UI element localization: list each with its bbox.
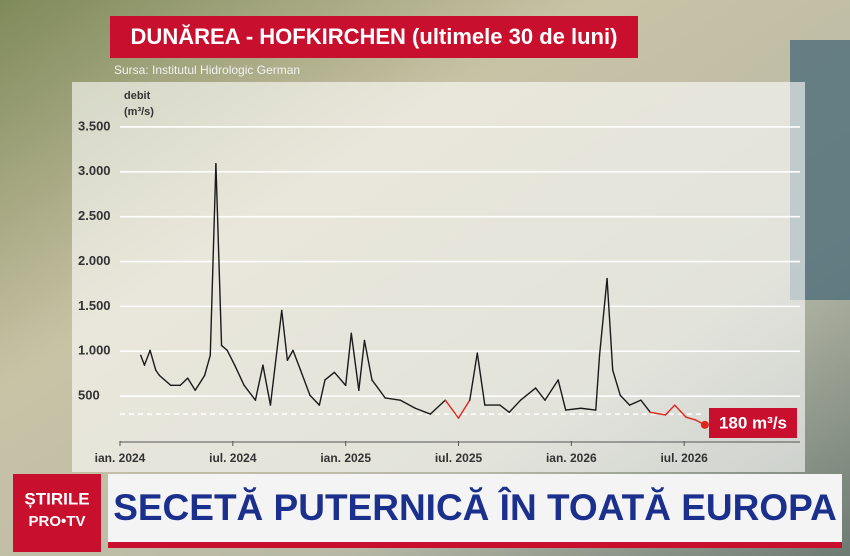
x-tick-label: ian. 2026	[546, 451, 597, 465]
line-segment	[186, 377, 196, 391]
line-segment	[399, 399, 416, 409]
line-segment	[544, 379, 559, 401]
line-segment	[564, 407, 582, 411]
line-segment	[640, 399, 652, 413]
line-segment	[149, 349, 157, 371]
line-segment	[350, 332, 360, 391]
y-unit: (m³/s)	[124, 106, 154, 118]
line-segment	[234, 364, 245, 387]
y-label: debit	[124, 90, 151, 102]
line-segment	[664, 404, 676, 416]
annotation: 180 m³/s	[719, 413, 787, 432]
line-segment	[299, 369, 311, 396]
y-tick-label: 2.000	[78, 253, 111, 268]
line-segment	[595, 354, 601, 411]
line-segment	[243, 384, 257, 401]
logo-top: ȘTIRILE	[24, 489, 89, 508]
logo-box	[13, 474, 101, 552]
y-tick-label: 1.500	[78, 298, 111, 313]
line-segment	[384, 397, 401, 401]
y-tick-label: 1.000	[78, 343, 111, 358]
line-segment	[286, 349, 294, 361]
line-segment	[269, 309, 283, 406]
headline: SECETĂ PUTERNICĂ ÎN TOATĂ EUROPA	[113, 486, 837, 528]
line-segment	[469, 352, 479, 401]
source: Sursa: Institutul Hidrologic German	[114, 63, 300, 77]
y-tick-label: 500	[78, 388, 100, 403]
line-segment	[215, 162, 223, 347]
line-segment	[598, 277, 608, 356]
headline-band	[108, 474, 842, 542]
line-segment	[158, 374, 172, 387]
line-segment	[508, 399, 522, 413]
line-segment	[612, 369, 621, 396]
line-segment	[220, 344, 228, 352]
line-segment	[333, 371, 347, 387]
line-segment	[557, 379, 567, 411]
line-segment	[649, 411, 667, 416]
annotation-box	[709, 408, 797, 438]
y-tick-label: 2.500	[78, 208, 111, 223]
line-segment	[444, 399, 460, 419]
chart-title: DUNĂREA - HOFKIRCHEN (ultimele 30 de lun…	[131, 24, 618, 49]
line-segment	[344, 332, 353, 387]
line-segment	[371, 379, 386, 399]
line-segment	[179, 377, 189, 387]
x-tick-label: ian. 2024	[95, 451, 146, 465]
y-tick-label: 3.000	[78, 163, 111, 178]
line-segment	[457, 399, 471, 419]
line-segment	[580, 407, 597, 411]
line-segment	[414, 407, 431, 415]
line-segment	[519, 387, 537, 401]
line-segment	[476, 352, 486, 406]
line-segment	[685, 416, 697, 421]
logo-bottom: PRO•TV	[29, 513, 86, 530]
x-tick-label: iul. 2024	[209, 451, 257, 465]
line-segment	[309, 394, 321, 406]
line-segment	[203, 354, 211, 377]
title-box	[110, 16, 638, 58]
line-segment	[194, 374, 206, 391]
line-segment	[619, 394, 631, 406]
line-segment	[226, 349, 236, 366]
line-segment	[429, 399, 447, 415]
x-tick-label: iul. 2025	[435, 451, 483, 465]
line-segment	[143, 349, 151, 366]
line-segment	[262, 364, 272, 406]
line-segment	[628, 399, 642, 406]
line-segment	[254, 364, 264, 401]
line-segment	[281, 309, 289, 361]
line-segment	[606, 277, 614, 371]
line-segment	[139, 354, 146, 366]
line-segment	[324, 371, 336, 381]
y-tick-label: 3.500	[78, 118, 111, 133]
last-point	[700, 420, 709, 429]
line-segment	[534, 387, 546, 401]
line-segment	[674, 404, 687, 418]
plot: 500 1.000 1.500 2.000 2.500 3.000 3.500 ian. 20…	[78, 118, 800, 465]
x-tick-label: iul. 2026	[660, 451, 708, 465]
line-segment	[363, 339, 373, 381]
line-segment	[499, 404, 510, 413]
x-tick-label: ian. 2025	[320, 451, 371, 465]
headline-rule	[108, 542, 842, 548]
line-segment	[155, 369, 161, 377]
line-segment	[292, 349, 302, 371]
line-segment	[318, 379, 326, 406]
line-segment	[358, 339, 366, 391]
line-segment	[209, 162, 217, 356]
